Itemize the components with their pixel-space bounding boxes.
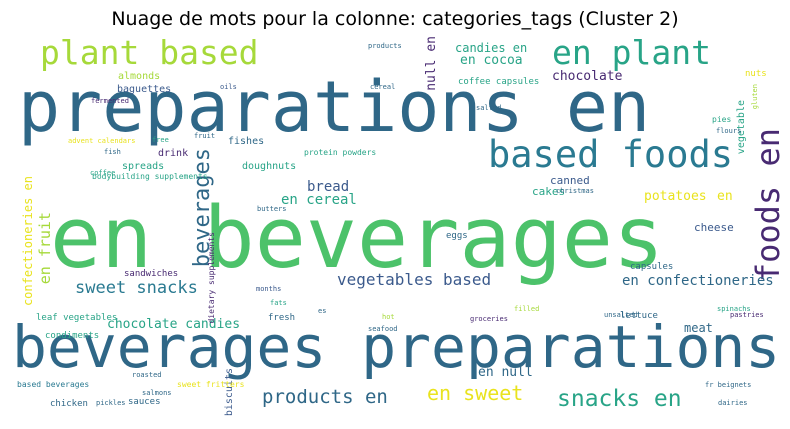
word: bread	[307, 179, 350, 195]
word: sweet snacks	[75, 278, 198, 298]
word: beverages preparations	[12, 313, 781, 381]
word: free	[152, 136, 169, 144]
word: pies	[712, 115, 732, 124]
word: es	[318, 307, 327, 315]
word: pastries	[730, 311, 764, 319]
word: spinachs	[717, 305, 751, 313]
word: plant based	[40, 33, 259, 72]
word: candies en	[455, 41, 528, 55]
word: dairies	[718, 399, 748, 407]
word: nuts	[745, 69, 767, 79]
word: en confectioneries	[622, 273, 774, 289]
word: sauces	[128, 397, 161, 407]
word: products	[368, 42, 402, 50]
word: drink	[158, 148, 189, 159]
word: en sweet	[427, 381, 524, 405]
word: potatoes	[644, 189, 707, 204]
word: based beverages	[17, 380, 90, 389]
word: null en	[424, 36, 439, 91]
word: unsalted	[604, 311, 638, 319]
word: bodybuilding supplements	[92, 172, 208, 181]
word: leaf vegetables	[36, 313, 118, 323]
word: fish	[104, 148, 121, 156]
chart-title: Nuage de mots pour la colonne: categorie…	[111, 8, 679, 30]
word: products en	[262, 386, 388, 408]
word: sweet fritters	[177, 380, 245, 389]
word: salted	[476, 104, 502, 112]
word: doughnuts	[242, 161, 297, 172]
word: cakes	[532, 185, 566, 198]
word: en plant	[552, 33, 711, 72]
word: biscuits	[224, 368, 235, 417]
word: baguettes	[117, 84, 172, 95]
word: almonds	[118, 71, 161, 82]
word: condiments	[45, 331, 100, 341]
word: groceries	[470, 315, 508, 323]
word: chicken	[50, 399, 88, 409]
word: en cereal	[281, 192, 357, 208]
word: meat	[684, 321, 713, 335]
word: capsules	[630, 262, 674, 272]
word: spreads	[122, 161, 165, 172]
word: fats	[270, 299, 287, 307]
word: advent calendars	[68, 137, 136, 145]
word: coffee capsules	[458, 77, 540, 87]
word: fruit	[194, 132, 216, 140]
word: confectioneries en	[21, 176, 35, 307]
word: hot	[382, 313, 395, 321]
word: preparations en	[18, 66, 651, 148]
word: foods en	[749, 128, 787, 283]
word: en null	[478, 365, 533, 380]
word: seafood	[368, 325, 398, 333]
word: chocolate	[552, 69, 623, 84]
word: en beverages	[50, 189, 665, 288]
word: based foods	[488, 133, 734, 176]
word: en cocoa	[460, 53, 523, 68]
word: roasted	[132, 371, 162, 379]
word: butters	[257, 205, 287, 213]
word: chocolate candies	[107, 317, 241, 332]
word: sandwiches	[124, 269, 179, 279]
word: coffee	[90, 169, 116, 177]
word: flours	[716, 127, 742, 135]
word: filled	[514, 305, 540, 313]
word: oils	[220, 83, 237, 91]
word: vegetables based	[337, 270, 492, 289]
word: pickles	[96, 399, 126, 407]
word: en	[717, 189, 733, 204]
word: cheese	[694, 221, 734, 234]
word: protein powders	[304, 148, 377, 157]
word: snacks en	[557, 386, 682, 412]
word: fermented	[91, 97, 129, 105]
word: lettuce	[620, 311, 658, 321]
word: salmons	[142, 389, 172, 397]
word: gluten	[751, 84, 759, 110]
word: months	[256, 285, 282, 293]
word: eggs	[446, 231, 468, 241]
word: en fruit	[36, 212, 54, 285]
word: canned	[550, 174, 590, 187]
word: fishes	[228, 136, 265, 147]
word: dietary supplements	[207, 232, 216, 324]
word: cereal	[370, 83, 396, 91]
word-cloud: preparations en en beverages beverages p…	[12, 33, 787, 421]
word: fr beignets	[705, 381, 752, 389]
word: fresh	[268, 313, 296, 323]
word: christmas	[556, 187, 594, 195]
